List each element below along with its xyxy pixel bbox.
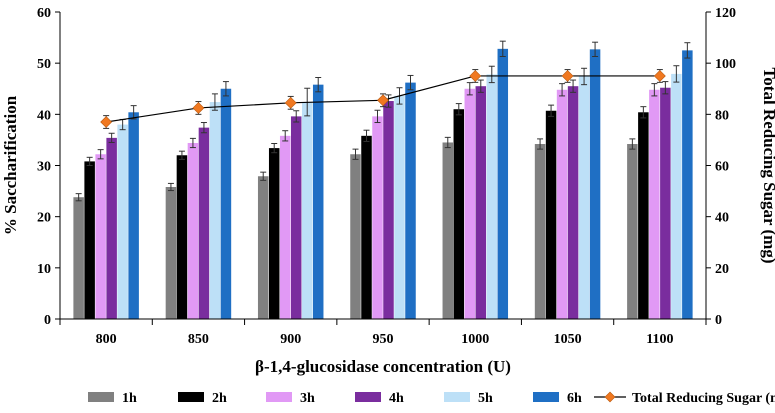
y-tick-label: 40: [37, 108, 51, 123]
line-point: [561, 70, 574, 82]
bar: [268, 148, 280, 319]
y-tick-label: 60: [37, 6, 51, 21]
bar: [486, 74, 498, 319]
line-point: [377, 94, 389, 107]
y2-tick-label: 120: [715, 6, 736, 21]
legend: 1h 2h 3h 4h 5h 6h Total Reducing Sugar (mg): [88, 391, 775, 406]
line-point: [284, 96, 297, 109]
bar: [257, 176, 269, 319]
legend-swatch: [266, 392, 292, 402]
bar: [209, 102, 221, 319]
bar: [95, 154, 106, 319]
legend-label: 1h: [122, 391, 137, 406]
legend-swatch: [533, 392, 559, 402]
legend-label: 2h: [212, 391, 227, 406]
x-tick-label: 850: [188, 332, 209, 347]
bar: [394, 95, 405, 319]
bar: [73, 197, 84, 319]
bar: [279, 135, 291, 319]
legend-label: 6h: [567, 391, 582, 406]
y2-tick-label: 0: [715, 313, 722, 328]
bar: [638, 112, 649, 319]
legend-swatch: [355, 392, 381, 402]
legend-label: 3h: [300, 391, 315, 406]
y2-tick-label: 20: [715, 262, 729, 277]
legend-label: 4h: [389, 391, 404, 406]
line-point: [192, 102, 205, 114]
y-tick-label: 0: [44, 313, 51, 328]
bar: [627, 144, 638, 319]
bar: [361, 135, 372, 319]
bar: [106, 137, 117, 319]
bar: [545, 110, 557, 319]
x-tick-label: 950: [373, 332, 394, 347]
bar: [497, 48, 509, 320]
x-axis-label: β-1,4-glucosidase concentration (U): [255, 357, 511, 376]
x-tick-label: 1000: [461, 332, 489, 347]
bar: [589, 49, 601, 320]
legend-label: Total Reducing Sugar (mg): [632, 391, 775, 406]
x-tick-label: 1050: [554, 332, 582, 347]
bar: [405, 82, 416, 319]
bar: [556, 89, 568, 319]
bar: [301, 102, 313, 319]
legend-swatch: [88, 392, 114, 402]
legend-swatch: [444, 392, 470, 402]
y2-tick-label: 60: [715, 160, 729, 175]
bar: [187, 142, 199, 319]
y-tick-label: 20: [37, 211, 51, 226]
y-axis-label: % Saccharification: [1, 95, 20, 235]
bar: [312, 84, 324, 319]
line-point: [100, 116, 113, 128]
x-tick-label: 900: [280, 332, 301, 347]
bar: [682, 50, 693, 319]
bar: [442, 142, 454, 319]
bar: [475, 86, 487, 319]
legend-marker: [604, 391, 616, 403]
bar: [464, 88, 476, 319]
bar: [220, 88, 232, 319]
legend-label: 5h: [478, 391, 493, 406]
bar: [671, 73, 682, 319]
bar: [84, 161, 95, 319]
bar: [567, 86, 579, 319]
line-point: [653, 70, 666, 82]
bar: [117, 124, 128, 319]
bar: [176, 155, 188, 319]
y-tick-label: 50: [37, 57, 51, 72]
bar: [453, 109, 465, 319]
bar: [165, 186, 177, 319]
y2-axis-label: Total Reducing Sugar (mg): [760, 68, 775, 264]
bar: [534, 144, 546, 319]
y2-tick-label: 80: [715, 108, 729, 123]
x-tick-label: 800: [96, 332, 117, 347]
bar: [290, 116, 302, 319]
bar: [383, 101, 394, 319]
y2-tick-label: 100: [715, 57, 736, 72]
bar: [128, 112, 139, 319]
bar: [198, 127, 210, 320]
line-point: [469, 70, 482, 82]
y-tick-label: 30: [37, 160, 51, 175]
bar: [649, 89, 660, 319]
bar: [372, 116, 383, 319]
bar: [578, 76, 590, 319]
legend-swatch: [178, 392, 204, 402]
bar: [660, 87, 671, 319]
y-tick-label: 10: [37, 262, 51, 277]
y2-tick-label: 40: [715, 211, 729, 226]
bar: [350, 154, 361, 319]
x-tick-label: 1100: [646, 332, 673, 347]
